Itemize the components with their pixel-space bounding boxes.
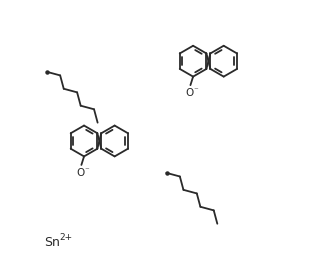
Text: 2+: 2+: [60, 233, 73, 242]
Text: ⁻: ⁻: [84, 167, 89, 176]
Text: ⁻: ⁻: [193, 87, 198, 96]
Text: O: O: [185, 88, 193, 98]
Text: O: O: [76, 168, 84, 178]
Text: Sn: Sn: [44, 236, 60, 248]
